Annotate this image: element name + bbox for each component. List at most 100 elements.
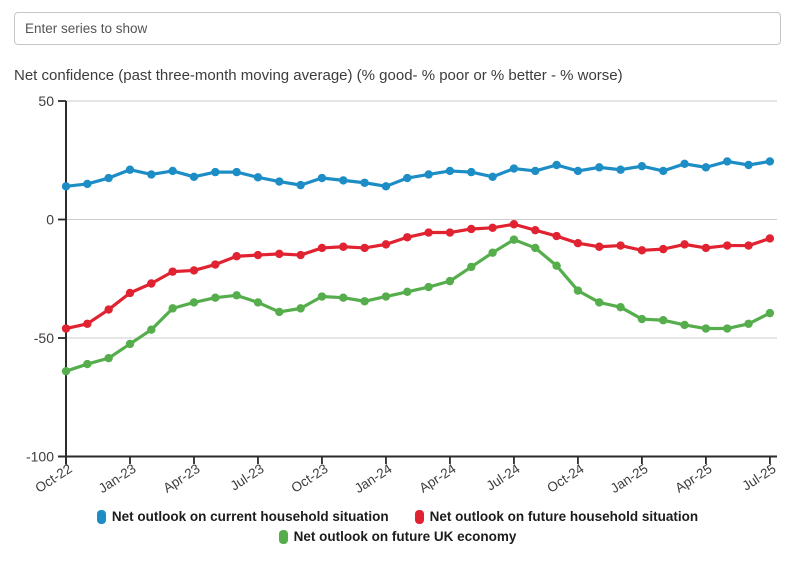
data-point[interactable]	[339, 176, 348, 185]
data-point[interactable]	[83, 359, 92, 369]
data-point[interactable]	[296, 180, 305, 190]
data-point[interactable]	[104, 173, 113, 183]
data-point[interactable]	[403, 233, 412, 242]
data-point[interactable]	[83, 319, 92, 328]
data-point[interactable]	[723, 157, 732, 166]
data-point[interactable]	[147, 325, 156, 334]
data-point[interactable]	[253, 250, 263, 260]
data-point[interactable]	[125, 165, 135, 174]
data-point[interactable]	[531, 166, 540, 176]
data-point[interactable]	[275, 307, 284, 317]
data-point[interactable]	[147, 279, 156, 288]
data-point[interactable]	[83, 179, 92, 189]
data-point[interactable]	[275, 249, 284, 259]
data-point[interactable]	[168, 304, 177, 313]
data-point[interactable]	[552, 231, 561, 241]
data-point[interactable]	[637, 314, 647, 324]
data-point[interactable]	[189, 298, 199, 307]
data-point[interactable]	[659, 166, 668, 176]
data-point[interactable]	[125, 339, 135, 349]
data-point[interactable]	[61, 324, 71, 333]
data-point[interactable]	[616, 165, 625, 174]
data-point[interactable]	[723, 241, 732, 250]
data-point[interactable]	[552, 261, 561, 270]
data-point[interactable]	[573, 286, 583, 295]
data-point[interactable]	[381, 182, 391, 191]
data-point[interactable]	[360, 243, 369, 253]
data-point[interactable]	[531, 243, 540, 253]
data-point[interactable]	[424, 228, 433, 237]
data-point[interactable]	[104, 353, 113, 363]
data-point[interactable]	[509, 235, 519, 244]
data-point[interactable]	[296, 304, 305, 313]
data-point[interactable]	[424, 282, 433, 292]
data-point[interactable]	[61, 366, 71, 376]
data-point[interactable]	[765, 308, 775, 318]
data-point[interactable]	[317, 292, 327, 301]
data-point[interactable]	[296, 250, 305, 260]
data-point[interactable]	[616, 241, 625, 250]
data-point[interactable]	[104, 305, 113, 314]
data-point[interactable]	[168, 166, 177, 176]
data-point[interactable]	[339, 242, 348, 251]
data-point[interactable]	[701, 243, 711, 253]
data-point[interactable]	[147, 170, 156, 179]
data-point[interactable]	[189, 266, 199, 275]
search-input[interactable]	[14, 12, 781, 45]
data-point[interactable]	[168, 267, 177, 276]
data-point[interactable]	[445, 166, 455, 176]
data-point[interactable]	[232, 252, 241, 261]
data-point[interactable]	[211, 167, 220, 177]
data-point[interactable]	[680, 240, 689, 249]
data-point[interactable]	[467, 224, 476, 234]
data-point[interactable]	[61, 182, 71, 191]
data-point[interactable]	[467, 262, 476, 272]
data-point[interactable]	[189, 172, 199, 182]
data-point[interactable]	[509, 220, 519, 229]
data-point[interactable]	[659, 316, 668, 325]
data-point[interactable]	[275, 177, 284, 186]
data-point[interactable]	[616, 302, 625, 312]
data-point[interactable]	[125, 288, 135, 298]
data-point[interactable]	[232, 291, 241, 300]
data-point[interactable]	[317, 173, 327, 183]
data-point[interactable]	[360, 178, 369, 187]
data-point[interactable]	[467, 167, 476, 177]
data-point[interactable]	[317, 243, 327, 253]
data-point[interactable]	[339, 293, 348, 302]
data-point[interactable]	[595, 298, 604, 307]
data-point[interactable]	[659, 244, 668, 254]
data-point[interactable]	[403, 173, 412, 183]
data-point[interactable]	[573, 166, 583, 176]
data-point[interactable]	[488, 172, 497, 182]
data-point[interactable]	[445, 228, 455, 237]
data-point[interactable]	[211, 260, 220, 269]
data-point[interactable]	[744, 319, 753, 328]
data-point[interactable]	[744, 160, 753, 170]
data-point[interactable]	[552, 160, 561, 170]
data-point[interactable]	[488, 223, 497, 232]
data-point[interactable]	[424, 170, 433, 179]
data-point[interactable]	[701, 163, 711, 172]
data-point[interactable]	[488, 248, 497, 257]
data-point[interactable]	[744, 241, 753, 250]
data-point[interactable]	[381, 292, 391, 301]
data-point[interactable]	[680, 320, 689, 330]
data-point[interactable]	[509, 164, 519, 173]
data-point[interactable]	[211, 293, 220, 302]
data-point[interactable]	[381, 240, 391, 249]
data-point[interactable]	[360, 297, 369, 306]
data-point[interactable]	[765, 234, 775, 243]
data-point[interactable]	[232, 167, 241, 177]
data-point[interactable]	[701, 324, 711, 333]
data-point[interactable]	[253, 298, 263, 307]
data-point[interactable]	[253, 173, 263, 182]
data-point[interactable]	[637, 246, 647, 255]
data-point[interactable]	[680, 159, 689, 169]
data-point[interactable]	[595, 163, 604, 172]
data-point[interactable]	[723, 324, 732, 333]
data-point[interactable]	[765, 157, 775, 166]
data-point[interactable]	[445, 276, 455, 286]
data-point[interactable]	[403, 287, 412, 296]
